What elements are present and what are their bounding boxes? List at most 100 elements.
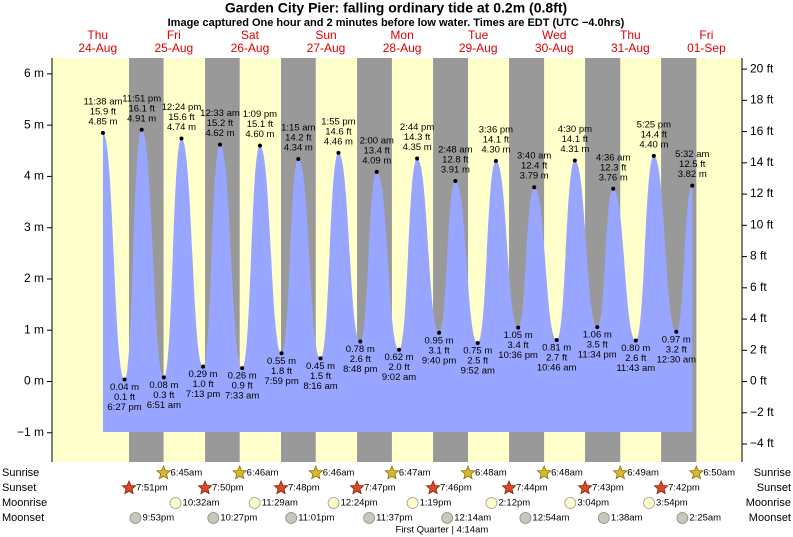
moonrise-icon	[327, 497, 340, 509]
tide-ft-label: 12.5 ft	[679, 159, 706, 170]
high-tide-dot	[611, 186, 616, 191]
day-weekday: Tue	[468, 28, 489, 42]
high-tide-dot	[493, 159, 498, 164]
low-tide-dot	[554, 337, 559, 342]
moonrise-time: 3:04pm	[577, 498, 609, 509]
tide-ft-label: 16.1 ft	[128, 103, 155, 114]
tide-time-label: 2:44 pm	[400, 122, 434, 133]
moon-phase: First Quarter | 4:14am	[396, 525, 489, 536]
moonset-icon	[441, 512, 454, 524]
y-tick-label: 6 m	[24, 66, 44, 80]
tide-ft-label: 0.1 ft	[114, 392, 135, 403]
low-tide-dot	[437, 330, 442, 335]
high-tide-dot	[532, 185, 537, 190]
day-weekday: Thu	[620, 28, 641, 42]
row-label-right: Sunset	[757, 482, 791, 494]
low-tide-dot	[122, 377, 127, 382]
tide-time-label: 12:24 pm	[162, 102, 202, 113]
tide-m-label: 0.95 m	[425, 335, 454, 346]
high-tide-dot	[572, 158, 577, 163]
sunset-time: 7:50pm	[212, 483, 244, 494]
sunrise-time: 6:50am	[703, 468, 735, 479]
y2-tick-label: 20 ft	[750, 61, 774, 75]
sunrise-time: 6:46am	[323, 468, 355, 479]
y2-tick-label: −4 ft	[750, 436, 774, 450]
y2-tick-label: 4 ft	[750, 311, 767, 325]
y-tick-label: 0 m	[24, 374, 44, 388]
sunrise-icon	[612, 464, 628, 480]
y-tick-label: 5 m	[24, 117, 44, 131]
tide-ft-label: 0.9 ft	[232, 381, 253, 392]
moonrise-time: 2:12pm	[498, 498, 530, 509]
tide-time-label: 6:27 pm	[107, 402, 141, 413]
day-headers: Thu24-AugFri25-AugSat26-AugSun27-AugMon2…	[78, 28, 726, 55]
y-tick-label: 2 m	[24, 271, 44, 285]
day-date: 24-Aug	[78, 41, 117, 55]
sunrise-time: 6:48am	[475, 468, 507, 479]
moonset-time: 11:37pm	[376, 513, 412, 524]
day-weekday: Wed	[542, 28, 566, 42]
tide-ft-label: 2.0 ft	[388, 362, 409, 373]
moonrise-icon	[169, 497, 182, 509]
sun-moon-rows: Sunrise Sunrise 6:45am 6:46am 6:46am 6:47am 6:…	[2, 464, 791, 536]
tide-m-label: 1.06 m	[583, 330, 612, 341]
day-date: 30-Aug	[535, 41, 574, 55]
sunset-time: 7:46pm	[440, 483, 472, 494]
tide-time-label: 10:36 pm	[498, 350, 538, 361]
tide-ft-label: 2.6 ft	[350, 354, 371, 365]
tide-ft-label: 3.4 ft	[508, 340, 529, 351]
tide-time-label: 7:59 pm	[264, 376, 298, 387]
tide-time-label: 7:13 pm	[186, 389, 220, 400]
tide-time-label: 12:33 am	[200, 108, 240, 119]
low-tide-dot	[240, 366, 245, 371]
high-tide-dot	[453, 179, 458, 184]
row-label-left: Moonrise	[2, 497, 47, 509]
sunrise-icon	[308, 464, 324, 480]
tide-time-label: 12:30 am	[656, 354, 696, 365]
y-tick-label: −1 m	[17, 425, 44, 439]
chart-subtitle: Image captured One hour and 2 minutes be…	[168, 17, 625, 29]
high-tide-dot	[415, 156, 420, 161]
sunset-time: 7:42pm	[668, 483, 700, 494]
tide-time-label: 9:40 pm	[422, 355, 456, 366]
day-date: 31-Aug	[611, 41, 650, 55]
tide-m-label: 3.82 m	[678, 169, 707, 180]
moonset-time: 10:27pm	[220, 513, 257, 524]
sunset-icon	[425, 479, 441, 495]
tide-time-label: 11:38 am	[84, 96, 123, 107]
moonset-time: 12:54am	[532, 513, 569, 524]
sunrise-icon	[536, 464, 552, 480]
tide-ft-label: 13.4 ft	[364, 145, 391, 156]
row-label-right: Sunrise	[754, 467, 791, 479]
tide-m-label: 0.45 m	[306, 361, 335, 372]
tide-ft-label: 3.1 ft	[429, 345, 450, 356]
high-tide-dot	[179, 136, 184, 141]
sunset-icon	[197, 479, 213, 495]
tide-time-label: 2:00 am	[360, 135, 394, 146]
tide-time-label: 3:40 am	[517, 151, 551, 162]
y2-tick-label: −2 ft	[750, 405, 774, 419]
tide-time-label: 10:46 am	[537, 362, 577, 373]
tide-m-label: 0.04 m	[110, 382, 139, 393]
y-tick-label: 1 m	[24, 322, 44, 336]
tide-ft-label: 0.3 ft	[153, 390, 174, 401]
sunset-time: 7:43pm	[592, 483, 624, 494]
tide-m-label: 4.62 m	[205, 128, 234, 139]
moonrise-icon	[643, 497, 655, 509]
sunset-icon	[349, 479, 365, 495]
low-tide-dot	[318, 356, 323, 361]
tide-time-label: 9:52 am	[461, 366, 495, 377]
sunrise-icon	[231, 464, 248, 480]
tide-time-label: 8:48 pm	[343, 364, 377, 375]
moonset-icon	[285, 512, 298, 524]
tide-time-label: 3:36 pm	[479, 125, 513, 136]
sunset-icon	[501, 479, 517, 495]
sunset-time: 7:48pm	[288, 483, 320, 494]
high-tide-dot	[336, 150, 341, 155]
moonset-icon	[519, 512, 532, 524]
moonset-icon	[129, 512, 142, 524]
high-tide-dot	[296, 157, 301, 161]
sunrise-icon	[384, 464, 400, 480]
tide-time-label: 5:32 am	[675, 149, 709, 160]
